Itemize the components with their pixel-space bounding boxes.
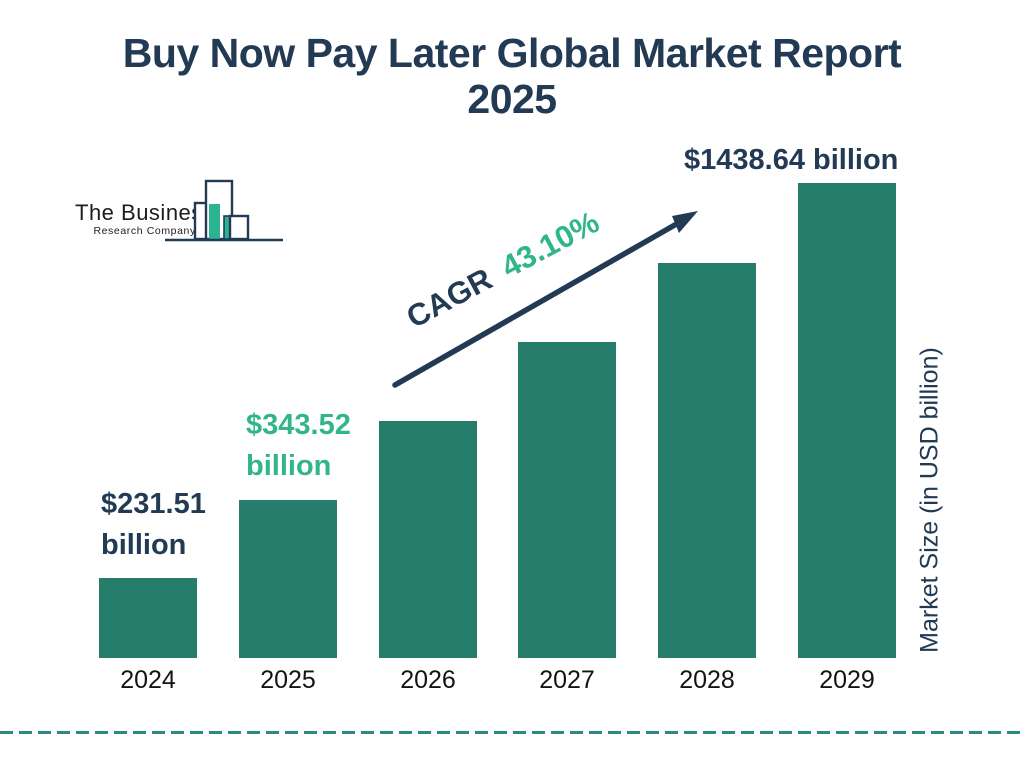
cagr-label: CAGR — [400, 261, 498, 335]
x-tick-2027: 2027 — [539, 666, 595, 694]
x-tick-2029: 2029 — [819, 666, 875, 694]
value-label-2029: $1438.64 billion — [684, 144, 899, 176]
x-tick-2026: 2026 — [400, 666, 456, 694]
page-title-line1: Buy Now Pay Later Global Market Report — [122, 30, 902, 76]
bar-2024 — [99, 578, 197, 658]
bar-2025 — [239, 500, 337, 658]
page-title-line2: 2025 — [467, 76, 557, 122]
cagr-annotation: CAGR 43.10% — [356, 173, 649, 367]
y-axis-label: Market Size (in USD billion) — [915, 347, 944, 653]
x-tick-2025: 2025 — [260, 666, 316, 694]
logo: The Business Research Company — [75, 177, 290, 247]
x-tick-2028: 2028 — [679, 666, 735, 694]
logo-company-name: The Business — [75, 200, 215, 225]
x-tick-2024: 2024 — [120, 666, 176, 694]
value-label-2024: $231.51 billion — [101, 488, 206, 561]
logo-company-subtitle: Research Company — [93, 225, 196, 237]
cagr-value: 43.10% — [495, 204, 605, 285]
bar-2026 — [379, 421, 477, 658]
bar-2028 — [658, 263, 756, 658]
page-title: Buy Now Pay Later Global Market Report 20… — [0, 30, 1024, 122]
logo-bar-chart-icon — [165, 179, 283, 242]
bottom-dashed-divider — [0, 731, 1024, 734]
bar-2027 — [518, 342, 616, 658]
value-label-2025: $343.52 billion — [246, 409, 351, 482]
bar-2029 — [798, 183, 896, 658]
logo-text: The Business Research Company — [75, 200, 215, 238]
